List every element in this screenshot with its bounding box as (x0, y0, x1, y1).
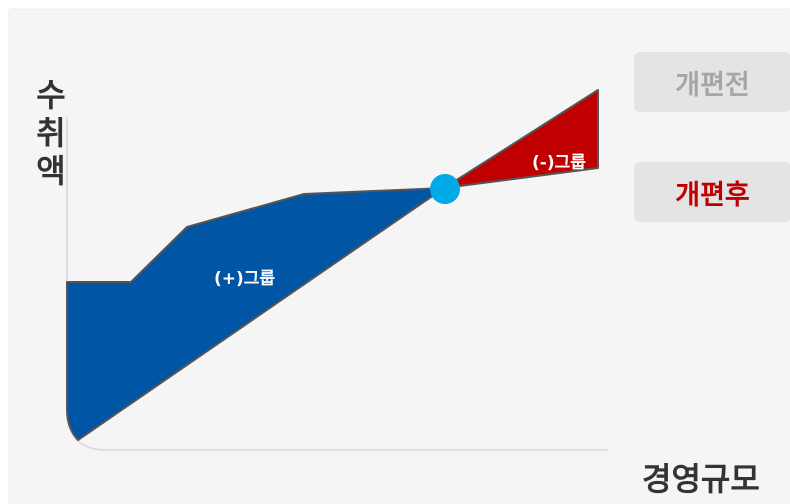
minus-group-area (443, 89, 599, 189)
diagram-canvas (66, 89, 608, 451)
x-axis-label: 경영규모 (642, 460, 760, 498)
y-axis-label-char: 수 (36, 76, 66, 114)
minus-group-label: (-)그룹 (532, 153, 586, 173)
legend-after-badge: 개편후 (634, 162, 790, 222)
legend-before-badge: 개편전 (634, 52, 790, 112)
y-axis-label-char: 취 (36, 114, 66, 152)
plus-group-area (66, 187, 445, 441)
y-axis-label: 수 취 액 (32, 76, 70, 190)
intersection-point (430, 174, 460, 204)
plus-group-label: (+)그룹 (214, 269, 276, 289)
y-axis-label-char: 액 (36, 152, 66, 190)
diagram-card: 수 취 액 경영규모 개편전 개편후 (+)그룹 (-)그룹 (10, 10, 790, 504)
